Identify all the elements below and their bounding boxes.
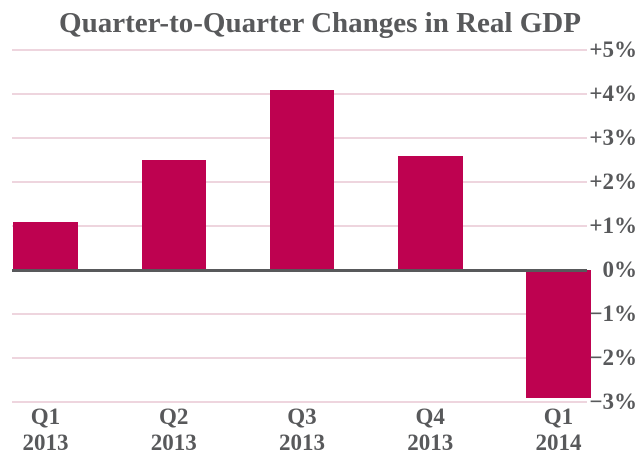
x-tick-quarter: Q3	[287, 404, 317, 429]
x-tick-year: 2013	[407, 430, 454, 455]
x-tick-label: Q1 2013	[0, 404, 110, 456]
zero-axis-line	[12, 268, 587, 272]
x-tick-quarter: Q2	[159, 404, 189, 429]
y-tick-label: −1%	[589, 301, 637, 326]
gdp-bar	[398, 155, 463, 270]
gdp-bar	[13, 221, 78, 270]
x-tick-year: 2013	[150, 430, 197, 455]
x-tick-label: Q4 2013	[366, 404, 494, 456]
y-tick-label: +1%	[589, 213, 637, 238]
gdp-bar	[141, 160, 206, 270]
gdp-bar	[269, 89, 335, 270]
x-tick-label: Q3 2013	[238, 404, 366, 456]
y-tick-label: −2%	[589, 345, 637, 370]
x-tick-year: 2013	[279, 430, 325, 455]
gridline	[12, 49, 587, 51]
y-tick-label: −3%	[589, 389, 637, 414]
x-tick-label: Q2 2013	[110, 404, 238, 456]
y-tick-label: +2%	[589, 169, 637, 194]
y-tick-label: 0%	[602, 257, 638, 282]
gridline	[12, 313, 587, 315]
gdp-bar	[526, 270, 591, 398]
x-tick-label: Q1 2014	[495, 404, 623, 456]
x-tick-year: 2014	[535, 430, 582, 455]
x-tick-quarter: Q1	[30, 404, 61, 429]
gridline	[12, 401, 587, 403]
gridline	[12, 357, 587, 359]
y-tick-label: +4%	[589, 81, 637, 106]
x-tick-year: 2013	[22, 430, 69, 455]
chart-title: Quarter-to-Quarter Changes in Real GDP	[59, 7, 581, 39]
x-tick-quarter: Q4	[415, 404, 445, 429]
x-tick-quarter: Q1	[543, 404, 574, 429]
y-tick-label: +5%	[589, 37, 637, 62]
y-tick-label: +3%	[589, 125, 637, 150]
